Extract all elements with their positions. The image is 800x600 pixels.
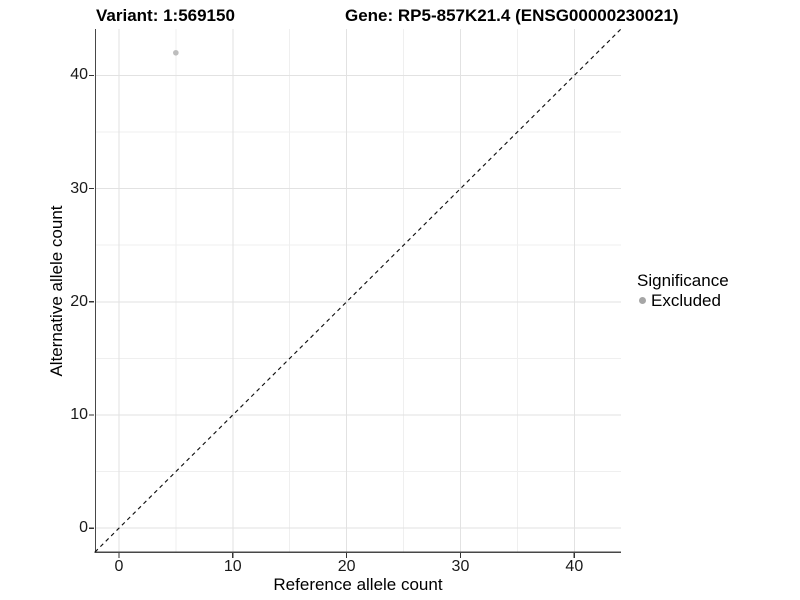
x-tick-label: 10 <box>223 558 242 575</box>
identity-line <box>94 28 622 553</box>
y-tick-label: 0 <box>79 519 88 537</box>
gene-title: Gene: RP5-857K21.4 (ENSG00000230021) <box>345 6 679 25</box>
data-point <box>173 49 179 56</box>
x-tick-label: 20 <box>337 558 356 575</box>
legend-title: Significance <box>637 271 729 290</box>
excluded-marker-icon <box>639 297 646 304</box>
x-tick-label: 0 <box>114 558 124 575</box>
y-tick-label: 30 <box>70 179 88 197</box>
legend-item-excluded: Excluded <box>637 291 729 310</box>
y-tick-label: 10 <box>70 406 88 424</box>
legend-item-label: Excluded <box>651 291 721 310</box>
y-tick-label: 40 <box>70 66 88 84</box>
y-axis-title: Alternative allele count <box>47 205 66 377</box>
x-axis-title: Reference allele count <box>273 575 443 594</box>
x-tick-label: 30 <box>451 558 470 575</box>
variant-title: Variant: 1:569150 <box>96 6 235 25</box>
y-tick-label: 20 <box>70 292 88 310</box>
x-tick-label: 40 <box>565 558 584 575</box>
legend: Significance Excluded <box>637 271 729 310</box>
